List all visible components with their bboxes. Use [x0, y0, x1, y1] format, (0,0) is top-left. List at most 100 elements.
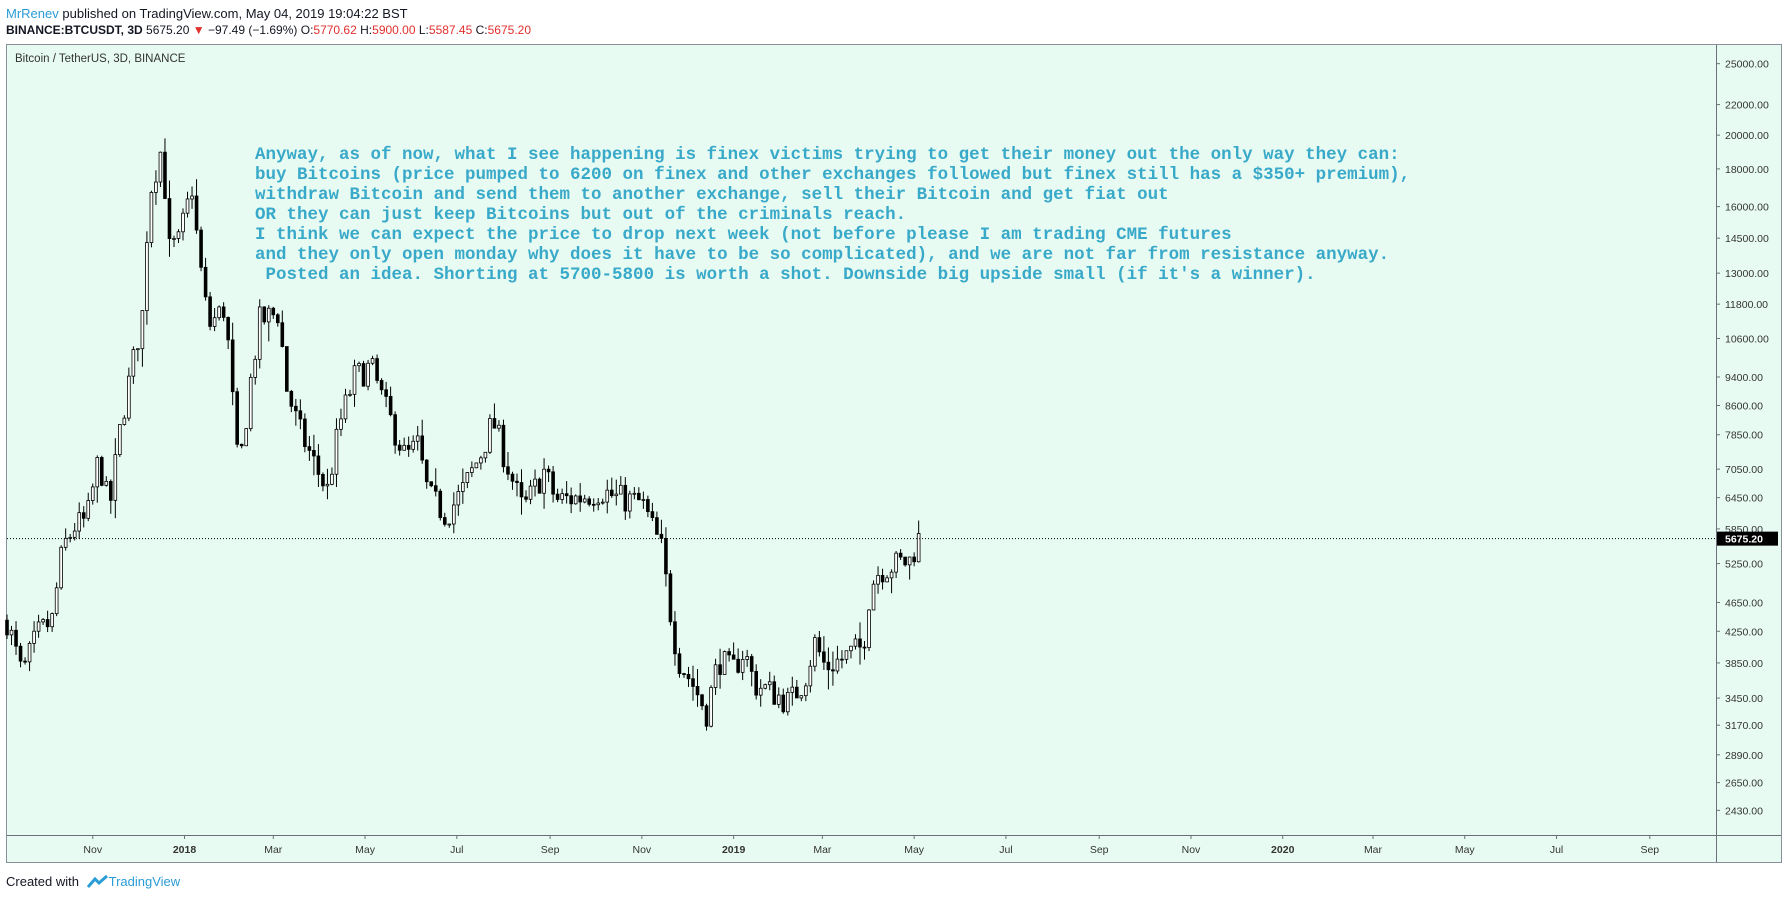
candle-body	[749, 656, 754, 672]
candle-body	[289, 390, 294, 407]
candle-body	[506, 466, 510, 475]
candle-body	[145, 242, 149, 312]
candle-body	[826, 661, 831, 671]
candle-body	[835, 658, 840, 672]
candle-body	[41, 619, 45, 623]
candle-body	[158, 151, 163, 183]
open-label: O:	[300, 23, 314, 37]
candle-body	[253, 358, 258, 378]
y-tick-label: 3450.00	[1725, 693, 1763, 705]
candle-body	[149, 192, 154, 243]
symbol-info: BINANCE:BTCUSDT, 3D 5675.20 ▼ −97.49 (−1…	[6, 22, 531, 38]
candle-body	[271, 307, 276, 316]
candle-body	[799, 695, 804, 699]
candle-body	[673, 621, 677, 655]
chart-background	[7, 45, 1716, 835]
candle-body	[609, 489, 614, 497]
tradingview-logo-icon	[86, 875, 108, 888]
candle-body	[898, 552, 903, 558]
candle-body	[118, 424, 122, 456]
x-tick-label: Sep	[1640, 844, 1659, 856]
candle-body	[312, 450, 316, 457]
candle-body	[894, 552, 898, 573]
candle-body	[402, 444, 406, 451]
candle-body	[104, 480, 109, 486]
x-tick-label: 2018	[173, 844, 197, 856]
close-label: C:	[475, 23, 488, 37]
candle-body	[790, 686, 795, 693]
candle-body	[659, 533, 664, 539]
candle-body	[573, 495, 578, 505]
y-tick-label: 11800.00	[1725, 299, 1768, 311]
candle-body	[907, 556, 912, 566]
candle-body	[885, 577, 889, 583]
candle-body	[239, 443, 244, 447]
high-value: 5900.00	[372, 23, 416, 37]
candle-body	[266, 307, 271, 323]
y-tick-label: 3850.00	[1725, 658, 1763, 670]
author-link[interactable]: MrRenev	[6, 6, 59, 21]
candle-body	[280, 322, 285, 347]
candle-body	[86, 500, 91, 519]
chart-title: Bitcoin / TetherUS, 3D, BINANCE	[15, 53, 186, 65]
candle-body	[655, 517, 659, 535]
candle-body	[555, 493, 560, 500]
candle-body	[497, 424, 501, 429]
candle-body	[131, 349, 136, 377]
candle-body	[822, 651, 826, 663]
annotation-line: Posted an idea. Shorting at 5700-5800 is…	[255, 265, 1316, 285]
candle-body	[704, 705, 709, 727]
candle-body	[285, 346, 289, 392]
x-tick-label: Nov	[83, 844, 102, 856]
candle-body	[537, 478, 542, 494]
y-tick-label: 4250.00	[1725, 626, 1763, 638]
candle-body	[452, 504, 456, 525]
price-axis-background	[1716, 45, 1781, 862]
y-tick-label: 2430.00	[1725, 805, 1763, 817]
candle-body	[72, 530, 77, 538]
price-chart[interactable]: 2430.00 2650.00 2890.00 3170.00 3450.00 3850.…	[0, 0, 1788, 870]
candle-body	[542, 468, 546, 494]
candle-body	[330, 473, 334, 485]
y-tick-label: 7850.00	[1725, 430, 1763, 442]
x-tick-label: Jul	[450, 844, 463, 856]
candle-body	[375, 358, 379, 381]
annotation-line: buy Bitcoins (price pumped to 6200 on fi…	[255, 165, 1410, 185]
candle-body	[176, 231, 181, 239]
candle-body	[172, 238, 176, 240]
candle-body	[456, 491, 461, 506]
candle-body	[18, 645, 23, 662]
candle-body	[605, 489, 610, 503]
candle-body	[519, 482, 524, 498]
candle-body	[912, 556, 916, 563]
candle-body	[208, 296, 212, 327]
low-value: 5587.45	[428, 23, 473, 37]
candle-body	[691, 678, 695, 687]
candle-body	[298, 410, 303, 420]
annotation-line: withdraw Bitcoin and send them to anothe…	[255, 185, 1169, 205]
candle-body	[393, 414, 397, 446]
candle-body	[849, 645, 853, 652]
candle-body	[95, 457, 100, 488]
last-price-label: 5675.20	[1725, 534, 1763, 546]
candle-body	[745, 656, 749, 660]
candle-body	[650, 511, 655, 519]
candle-body	[578, 495, 582, 503]
candle-body	[352, 365, 357, 395]
candle-body	[406, 444, 411, 450]
candle-body	[740, 659, 745, 673]
candle-body	[772, 681, 777, 705]
candle-body	[510, 473, 515, 482]
candle-body	[528, 485, 533, 500]
tradingview-brand-link[interactable]: TradingView	[108, 874, 181, 889]
high-label: H:	[360, 23, 373, 37]
candle-body	[718, 664, 722, 675]
candle-body	[677, 653, 682, 674]
candle-body	[388, 395, 393, 416]
candle-body	[763, 684, 768, 689]
candle-body	[591, 503, 596, 506]
candle-body	[90, 486, 95, 501]
candle-body	[641, 499, 646, 501]
candle-body	[203, 266, 208, 298]
candle-body	[533, 478, 537, 487]
